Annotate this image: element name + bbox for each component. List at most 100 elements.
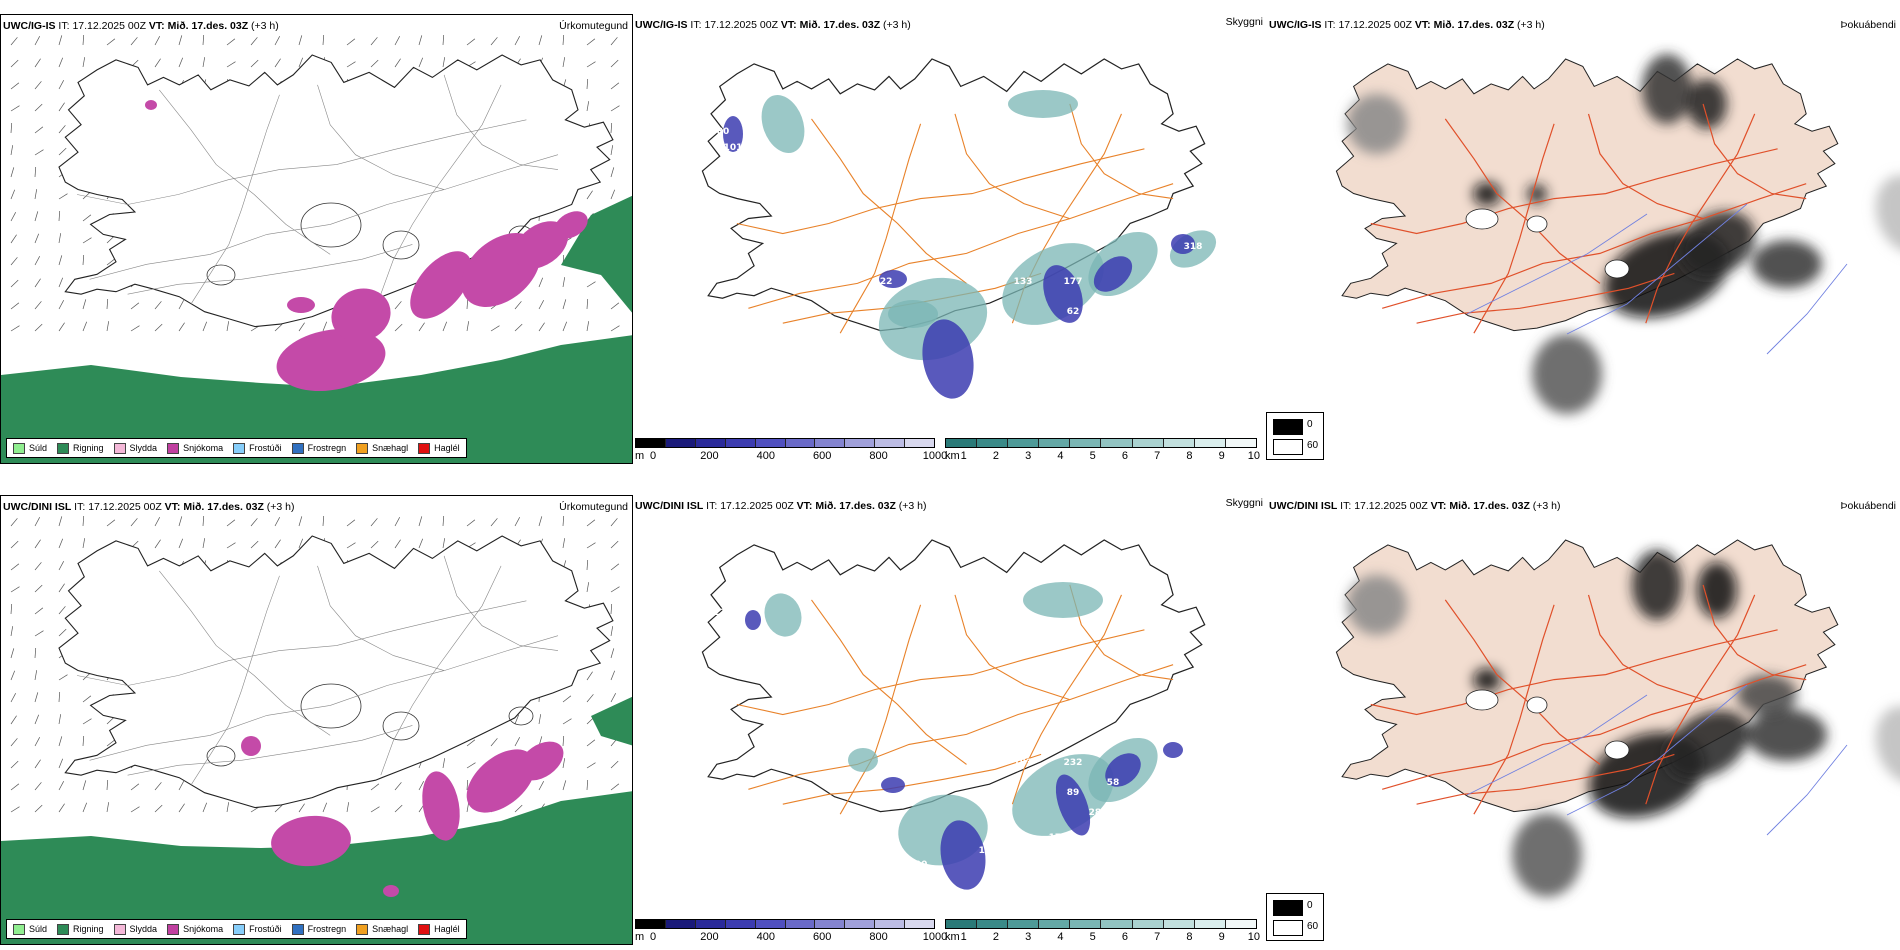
fog-patch <box>1642 54 1692 124</box>
wind-barb <box>34 804 43 813</box>
wind-barb <box>34 58 41 68</box>
ceiling-value-label: 57 <box>1167 760 1180 770</box>
wind-barb <box>418 35 423 46</box>
wind-barb <box>610 760 619 769</box>
wind-barb <box>298 516 303 527</box>
colorbar-cell <box>725 439 756 447</box>
wind-barb <box>586 762 596 769</box>
wind-barb <box>562 758 566 769</box>
wind-barb <box>514 804 523 813</box>
fog-areas <box>1347 550 1900 897</box>
ceiling-value-label: 98 <box>1002 399 1015 409</box>
wind-barb <box>106 258 116 266</box>
wind-barb <box>610 603 613 615</box>
road-line <box>76 600 527 686</box>
colorbar-cell <box>695 920 726 928</box>
fog-patch <box>1473 668 1501 692</box>
road-line <box>1382 664 1807 790</box>
wind-barb <box>466 298 469 310</box>
wind-barb <box>130 325 140 332</box>
legend-swatch <box>356 923 369 935</box>
fog-patch <box>1747 709 1827 761</box>
model-name: UWC/IG-IS <box>635 19 688 31</box>
road-line <box>317 565 445 671</box>
legend-swatch <box>57 442 70 454</box>
wind-barb <box>82 191 91 200</box>
colorbar-tick: 600 <box>813 450 832 462</box>
colorbar-tick: 400 <box>756 931 775 943</box>
wind-barb <box>322 321 328 332</box>
glacier-outline <box>382 711 420 741</box>
ceiling-value-label: 202 <box>1104 297 1123 307</box>
wind-barb <box>346 61 356 68</box>
fog-patch <box>1632 550 1682 620</box>
wind-barb <box>538 516 543 527</box>
road-line <box>1587 594 1704 701</box>
wind-barb <box>10 648 15 659</box>
wind-barb <box>154 301 162 310</box>
glacier-outline <box>206 745 236 767</box>
wind-barb <box>58 736 63 747</box>
it-value: 17.12.2025 00Z <box>88 501 162 513</box>
wind-barb <box>610 105 620 112</box>
wind-barb <box>58 35 63 46</box>
snow-area <box>466 749 536 813</box>
wind-barb <box>58 80 65 90</box>
colorbar-tick: 2 <box>992 450 1000 462</box>
road-network <box>1370 584 1807 815</box>
wind-barb <box>466 321 470 332</box>
wind-barb <box>586 779 589 791</box>
wind-barb <box>610 648 615 659</box>
wind-barb <box>610 563 620 571</box>
wind-barb <box>106 779 109 791</box>
colorbar-cell <box>977 920 1009 928</box>
colorbar-tick: 9 <box>1218 931 1225 943</box>
snow-area <box>513 221 569 269</box>
field-name: Skyggni <box>1225 16 1263 28</box>
wind-barb <box>58 628 67 637</box>
wind-barb <box>34 103 43 112</box>
wind-barb <box>514 301 522 310</box>
road-line <box>443 555 559 651</box>
ceiling-value-label: 26 <box>742 580 755 590</box>
ceiling-colorbar: m 0 200 400 600 800 1000 <box>635 438 947 464</box>
colorbar-tick: 0 <box>649 931 657 943</box>
wind-barb <box>514 517 521 527</box>
it-label: IT: <box>1324 19 1336 31</box>
wind-barb <box>130 302 140 310</box>
colorbar-cell <box>1008 920 1040 928</box>
wind-barb <box>10 540 19 549</box>
road-network <box>1370 103 1807 334</box>
wind-barb <box>202 538 206 549</box>
colorbar-tick: 3 <box>1025 931 1032 943</box>
wind-barb <box>10 212 17 222</box>
legend-label: Snjókoma <box>183 924 224 934</box>
wind-barb <box>610 37 618 46</box>
wind-barb <box>82 299 87 310</box>
ceiling-value-label: 89 <box>1067 788 1080 798</box>
wind-barb <box>226 61 236 68</box>
fog-legend-bottom: 0 60 <box>1266 893 1324 941</box>
wind-barb <box>586 582 590 593</box>
wind-barb <box>82 802 88 813</box>
colorbar-cell <box>755 439 786 447</box>
wind-barb <box>10 518 18 527</box>
visibility-colorbar: km 1 2 3 4 5 6 7 8 9 10 <box>945 919 1260 945</box>
ceiling-value-label: 62 <box>1067 307 1080 317</box>
wind-barb <box>466 519 476 527</box>
wind-barb <box>106 739 116 747</box>
colorbar-tick: 10 <box>1247 450 1260 462</box>
wind-barb <box>58 606 66 615</box>
field-name: Úrkomutegund <box>559 501 628 513</box>
wind-barb <box>130 37 138 46</box>
road-line <box>736 148 1145 235</box>
wind-barb <box>490 518 498 527</box>
ceiling-value-label: 160 <box>1049 352 1068 362</box>
wind-barb <box>466 739 476 747</box>
wind-barb <box>58 322 65 332</box>
legend-item: Súld <box>13 923 47 935</box>
wind-barb <box>466 762 476 769</box>
field-name: Þokuábendi <box>1840 19 1896 31</box>
wind-barb <box>442 758 446 769</box>
wind-barb <box>154 323 163 332</box>
